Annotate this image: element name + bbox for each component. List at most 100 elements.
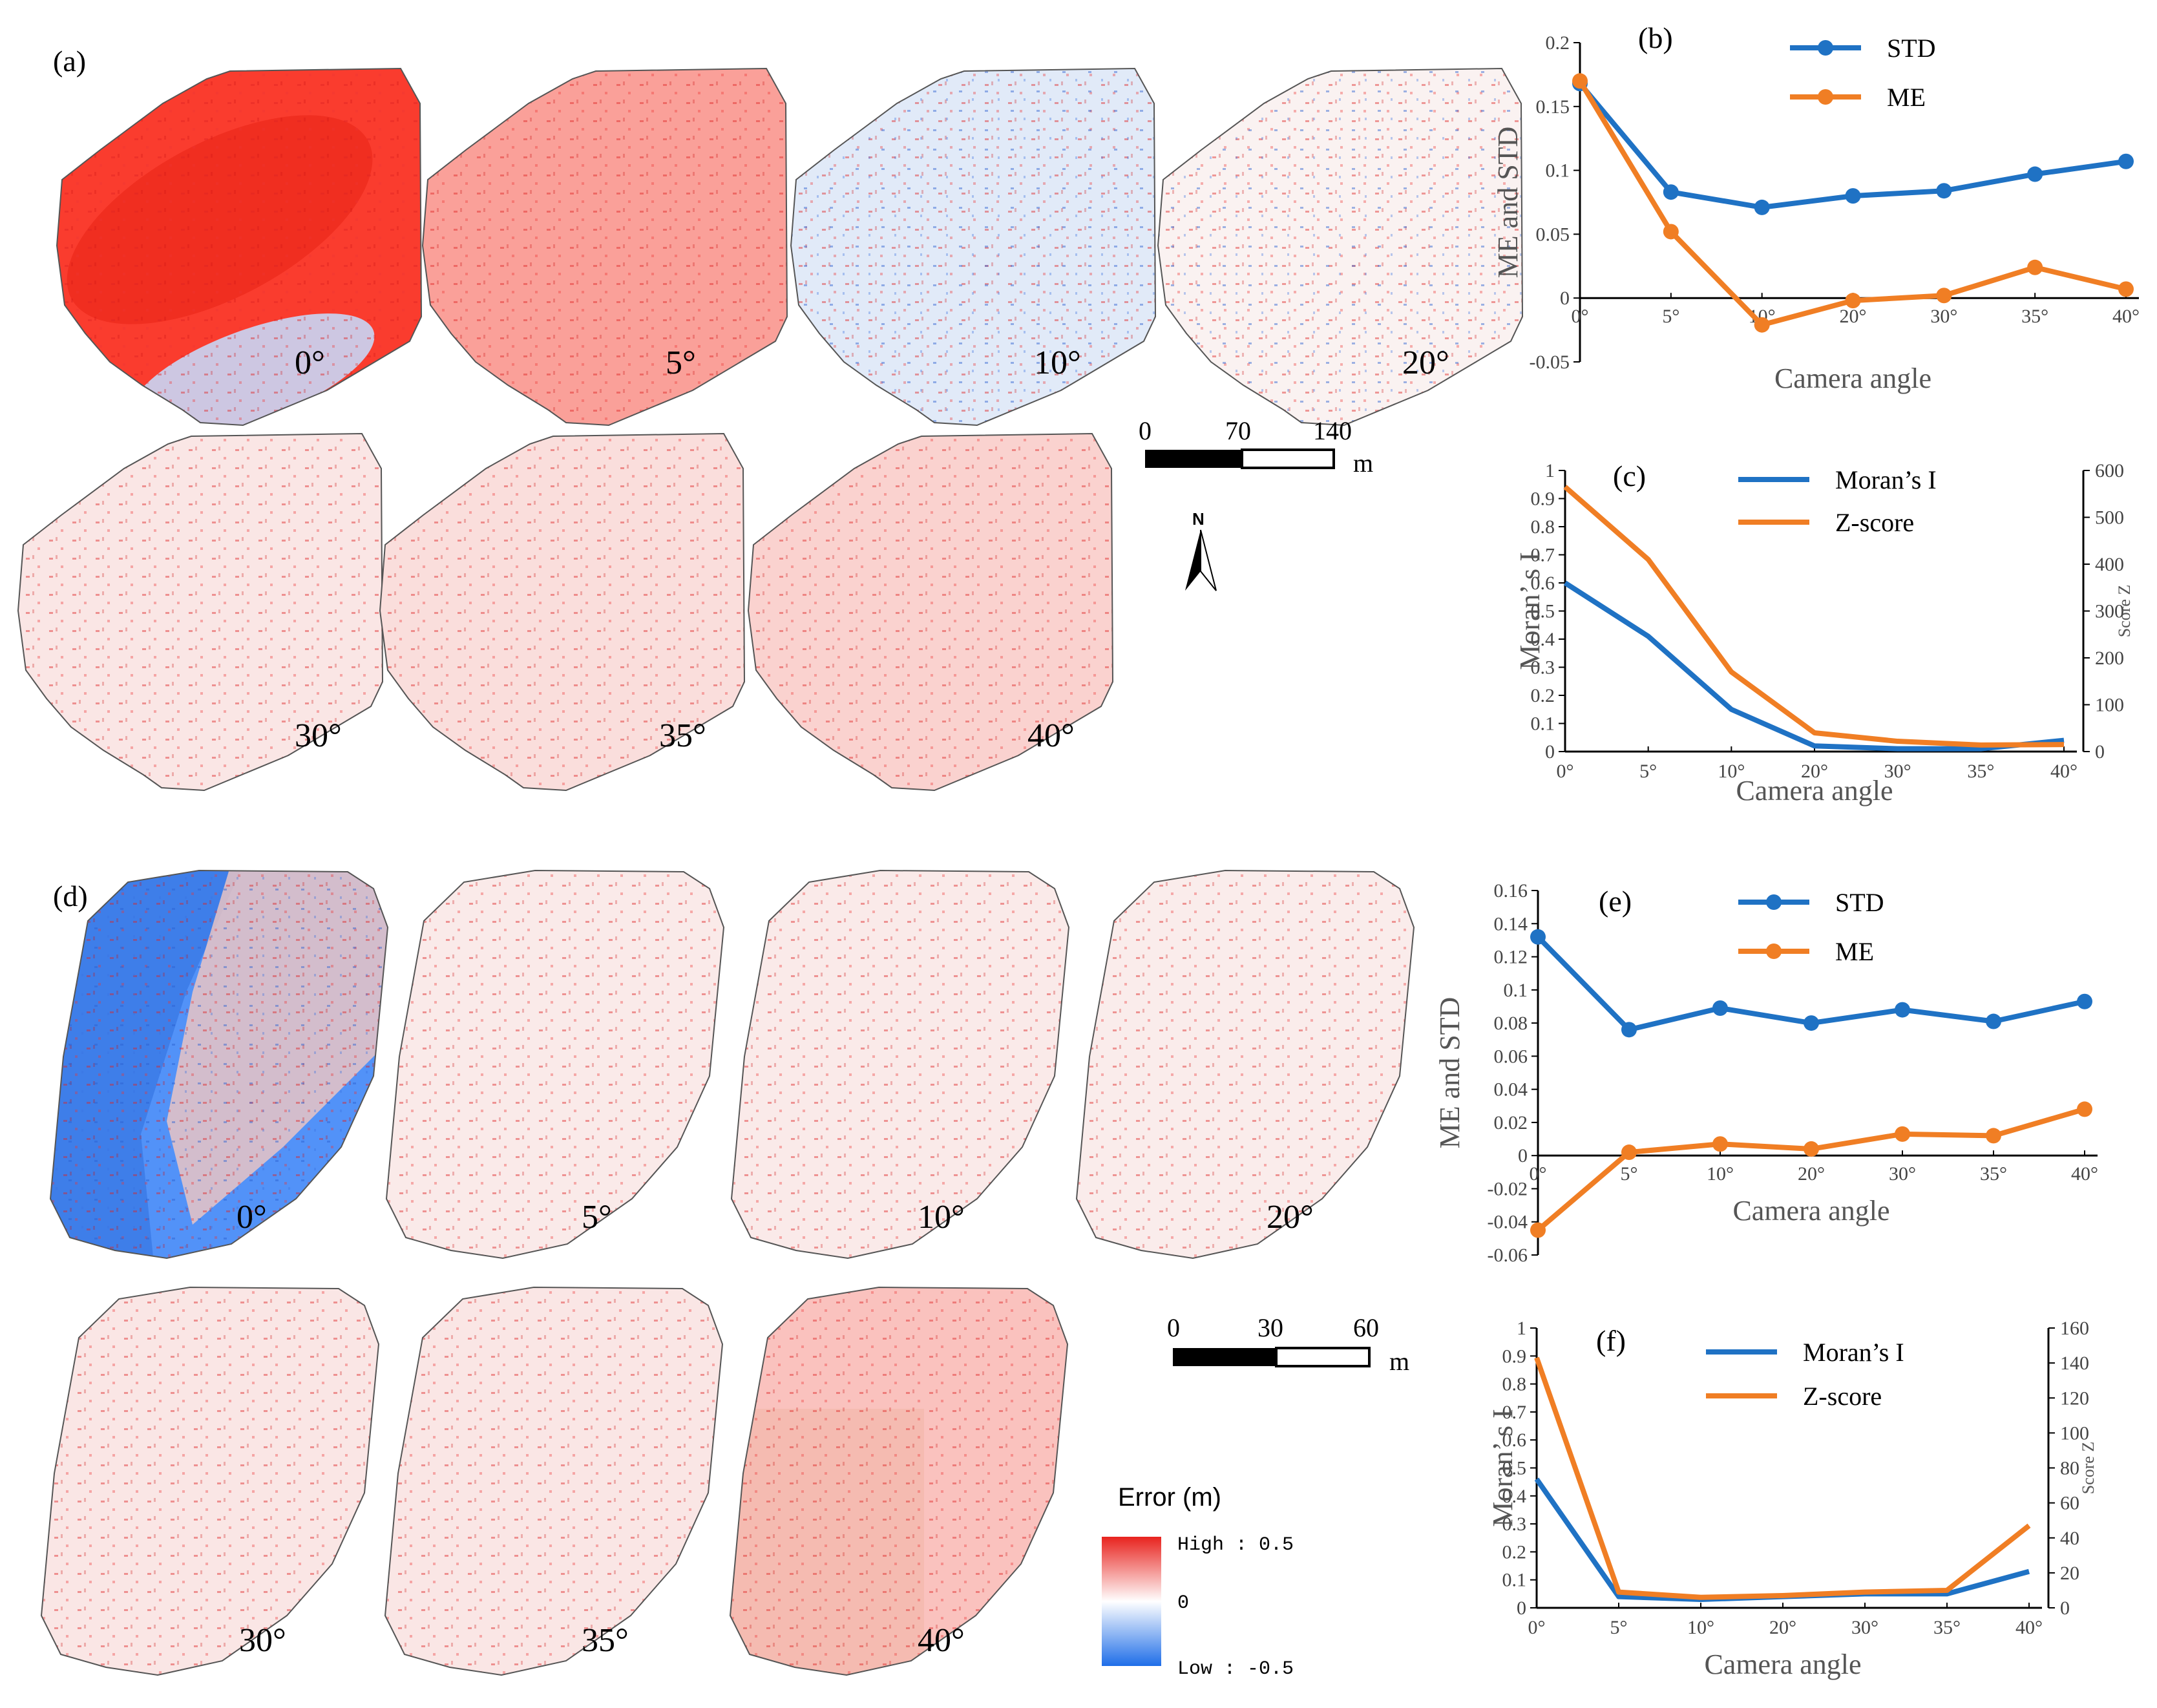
chart-b-series-1-point [1572,73,1588,89]
scale-bar-2-black [1173,1348,1276,1366]
chart-c-ytick-label: 1 [1545,460,1555,481]
chart-c-xtick-label: 40° [2050,761,2078,782]
chart-f-ytick-label: 1 [1517,1318,1526,1339]
chart-f-xtick-label: 0° [1528,1617,1546,1638]
panel-label-a: (a) [53,45,86,78]
error-map-2-5 [384,1286,724,1676]
scale-bar-2-white [1275,1347,1371,1367]
chart-c-ytick-label: 0.7 [1531,545,1555,566]
chart-f-ylabel: Moran’ s I [1487,1409,1519,1526]
colorbar-low-label: Low : -0.5 [1177,1658,1294,1680]
chart-e-ytick-label: 0.1 [1504,980,1528,1001]
chart-b-ytick-label: 0.05 [1536,224,1570,245]
chart-f: 0 0.1 0.2 0.3 0.4 0.5 0.6 0.7 0.8 0.9 1 0 20 40 60 80 10… [1487,1318,2098,1680]
chart-f-xtick-label: 20° [1769,1617,1796,1638]
chart-b-xtick-label: 35° [2021,306,2048,327]
chart-f-series-1-line [1534,1356,2031,1600]
chart-e-xtick-label: 20° [1798,1163,1825,1185]
chart-c-y2tick-label: 600 [2095,460,2124,481]
north-label: N [1192,509,1205,529]
chart-e-ytick-label: 0.02 [1494,1112,1528,1133]
chart-b-xtick-label: 30° [1930,306,1957,327]
map-angle-label-1-5: 35° [659,717,706,754]
chart-f-ytick-label: 0.1 [1502,1570,1527,1591]
chart-c-xlabel: Camera angle [1736,775,1893,807]
chart-c-ylabel: Moran’ s I [1514,552,1546,669]
chart-e-xtick-label: 30° [1889,1163,1916,1185]
chart-b-legend-marker-1 [1818,89,1833,105]
chart-e-xtick-label: 35° [1980,1163,2007,1185]
chart-c-y2tick-label: 0 [2095,741,2105,763]
chart-b-series-0-point [2027,166,2043,182]
panel-label-b: (b) [1638,21,1673,54]
error-map-1-2 [790,67,1157,427]
map-angle-label-1-2: 10° [1034,344,1081,381]
chart-b-legend-label-0: STD [1887,34,1936,63]
chart-c-xtick-label: 30° [1884,761,1911,782]
chart-f-y2label: Score Z [2079,1442,2098,1495]
chart-c: 0 0.1 0.2 0.3 0.4 0.5 0.6 0.7 0.8 0.9 1 0 100 200 300 4… [1514,460,2134,807]
chart-c-y2tick-label: 500 [2095,507,2124,529]
chart-b-legend-marker-0 [1818,40,1833,56]
chart-b-ytick-label: 0.15 [1536,96,1570,118]
chart-b-ytick-label: 0.1 [1546,160,1570,182]
chart-e-series-1-point [1895,1126,1910,1142]
chart-b-series-0-point [1845,188,1861,204]
chart-f-legend-label-0: Moran’s I [1803,1338,1904,1367]
chart-e-xtick-label: 10° [1707,1163,1734,1185]
error-map-1-0 [56,67,423,427]
panel-label-d: (d) [53,880,88,912]
error-map-2-0 [49,869,389,1260]
chart-c-y2tick-label: 300 [2095,601,2124,622]
chart-c-ytick-label: 0.3 [1531,657,1555,679]
chart-c-legend-label-1: Z-score [1835,508,1914,537]
error-map-2-1 [385,869,725,1260]
chart-f-xtick-label: 35° [1933,1617,1961,1638]
map-angle-label-1-6: 40° [1027,717,1075,754]
chart-f-ytick-label: 0.9 [1502,1345,1527,1367]
scale-bar-1-white [1241,448,1335,469]
chart-f-y2tick-label: 120 [2060,1387,2089,1409]
scale-bar-1-tick-0: 0 [1139,416,1152,445]
error-map-2-3 [1075,869,1415,1260]
chart-b-ytick-label: 0 [1560,288,1570,309]
chart-e-ytick-label: 0.14 [1494,913,1528,934]
chart-e-series-0-point [1712,1000,1728,1017]
chart-e-series-1-point [1804,1141,1819,1157]
north-arrow-right-half [1200,529,1217,591]
scale-bar-1-tick-2: 140 [1313,416,1352,445]
chart-f-ytick-label: 0.7 [1502,1402,1527,1423]
panel-label-e: (e) [1599,885,1632,918]
chart-c-y2tick-label: 200 [2095,648,2124,669]
chart-e-xtick-label: 0° [1530,1163,1547,1185]
chart-f-legend-label-1: Z-score [1803,1382,1882,1411]
chart-b-series-0-point [1754,199,1770,215]
chart-f-ytick-label: 0.5 [1502,1458,1527,1479]
chart-e-legend-label-0: STD [1835,888,1884,917]
colorbar-gradient [1102,1537,1161,1666]
chart-e-series-0-point [1986,1013,2001,1029]
chart-e-ytick-label: -0.04 [1488,1212,1528,1233]
scale-bar-1-black [1145,450,1242,468]
chart-c-xtick-label: 0° [1557,761,1574,782]
map-angle-label-1-0: 0° [295,344,325,381]
map-angle-label-2-5: 35° [582,1622,629,1659]
chart-c-xtick-label: 10° [1718,761,1745,782]
error-map-1-4 [17,432,384,792]
chart-b-series-1-point [1663,224,1679,240]
colorbar-mid-label: 0 [1177,1592,1189,1614]
chart-e-ytick-label: 0 [1518,1145,1528,1166]
chart-f-y2tick-label: 80 [2060,1458,2079,1479]
panel-label-c: (c) [1613,459,1646,492]
error-map-1-6 [747,432,1114,792]
chart-e-xlabel: Camera angle [1732,1195,1889,1227]
chart-c-ytick-label: 0.9 [1531,489,1555,510]
chart-f-y2tick-label: 20 [2060,1563,2079,1584]
map-angle-label-1-1: 5° [666,344,696,381]
chart-f-ytick-label: 0.8 [1502,1374,1527,1395]
chart-c-ytick-label: 0.8 [1531,516,1555,538]
chart-b-series-1-point [1845,293,1861,309]
map-set-1: 0° 5° 10° 20° 30° 35° 40° [17,67,1524,792]
